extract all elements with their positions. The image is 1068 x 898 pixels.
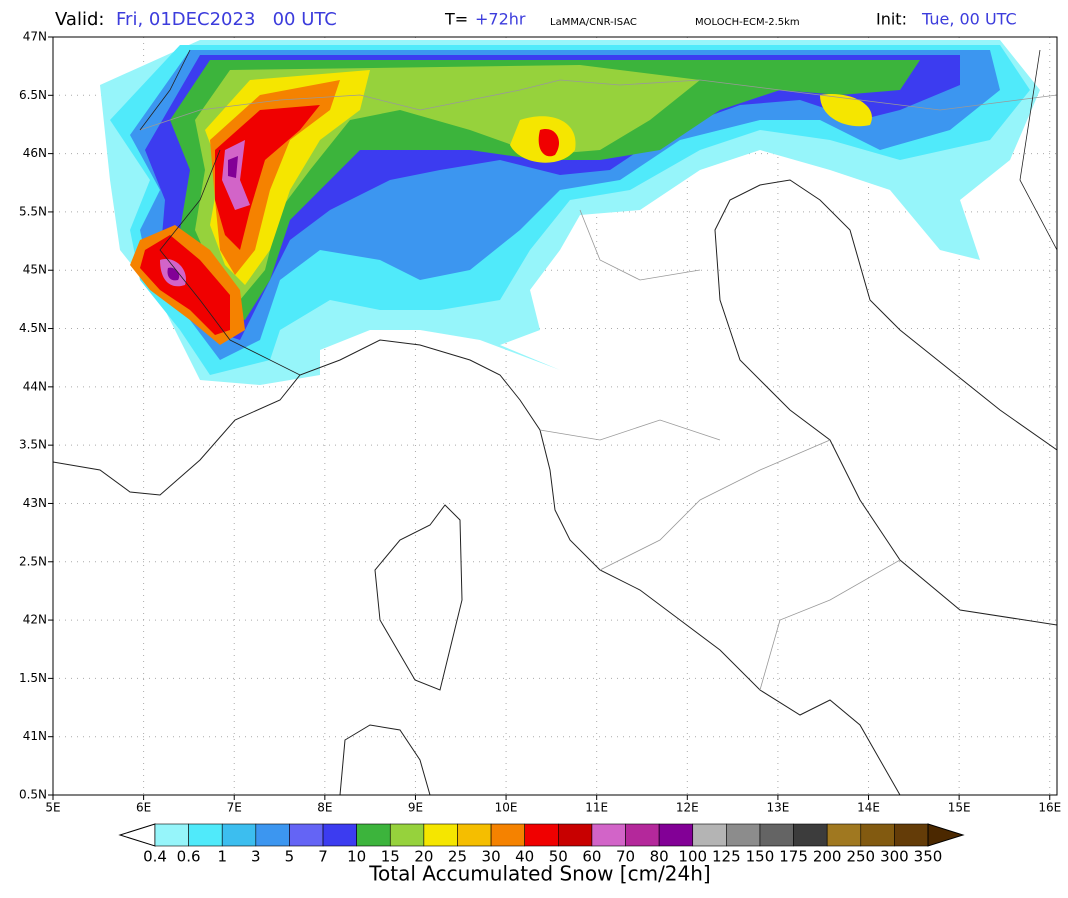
colorbar-label: 25	[448, 848, 467, 866]
y-tick-label: 2.5N	[19, 554, 47, 568]
colorbar-label: 50	[549, 848, 568, 866]
colorbar-label: 150	[746, 848, 775, 866]
colorbar-box	[826, 823, 862, 847]
colorbar-label: 250	[846, 848, 875, 866]
y-tick-label: 47N	[23, 30, 47, 44]
y-tick-label: 44N	[23, 379, 47, 393]
colorbar-box	[759, 823, 794, 847]
colorbar-over	[927, 823, 965, 847]
model-label: MOLOCH-ECM-2.5km	[695, 17, 800, 28]
snow-field	[100, 40, 1040, 385]
x-tick-label: 10E	[495, 801, 518, 815]
colorbar-box	[221, 823, 257, 847]
x-tick-label: 13E	[766, 801, 789, 815]
y-tick-label: 42N	[23, 613, 47, 627]
colorbar-label: 70	[616, 848, 635, 866]
colorbar-box	[389, 823, 425, 847]
x-tick-label: 9E	[408, 801, 423, 815]
y-tick-label: 46N	[23, 146, 47, 160]
colorbar-box	[524, 823, 559, 847]
colorbar-box	[289, 823, 324, 847]
x-tick-label: 6E	[136, 801, 151, 815]
colorbar-under	[118, 823, 156, 847]
lead-label: T=	[444, 10, 468, 29]
colorbar-label: 0.6	[177, 848, 201, 866]
x-tick-label: 8E	[317, 801, 332, 815]
colorbar-box	[457, 823, 492, 847]
colorbar-label: 175	[779, 848, 808, 866]
colorbar-title: Total Accumulated Snow [cm/24h]	[368, 862, 711, 886]
source-label: LaMMA/CNR-ISAC	[550, 17, 637, 28]
colorbar-box	[356, 823, 391, 847]
colorbar-box	[793, 823, 828, 847]
colorbar-label: 0.4	[143, 848, 167, 866]
colorbar-label: 20	[414, 848, 433, 866]
init-label: Init:	[876, 10, 907, 29]
colorbar-box	[423, 823, 458, 847]
colorbar-label: 15	[381, 848, 400, 866]
colorbar-box	[154, 823, 189, 847]
colorbar-box	[894, 823, 929, 847]
colorbar-box	[322, 823, 357, 847]
colorbar: 0.4 0.6 1 3 5 7 10 15 20 25 30 40 50 60 70 80 100 125 150 1…	[118, 823, 965, 866]
colorbar-box	[658, 823, 694, 847]
y-tick-label: 6.5N	[19, 88, 47, 102]
colorbar-box	[490, 823, 525, 847]
valid-label: Valid:	[55, 9, 104, 30]
lead-value: +72hr	[475, 10, 526, 29]
colorbar-box	[860, 823, 895, 847]
y-tick-label: 0.5N	[19, 788, 47, 802]
x-tick-label: 15E	[948, 801, 971, 815]
colorbar-box	[591, 823, 626, 847]
axes: 5E 6E 7E 8E 9E 10E 11E 12E 13E 14E 15E 16E 47N 6.5N 46…	[19, 30, 1061, 815]
colorbar-label: 300	[880, 848, 909, 866]
y-tick-label: 43N	[23, 496, 47, 510]
x-tick-label: 16E	[1038, 801, 1061, 815]
map-frame	[52, 36, 1058, 796]
y-tick-label: 41N	[23, 729, 47, 743]
y-tick-label: 45N	[23, 263, 47, 277]
x-tick-label: 12E	[676, 801, 699, 815]
colorbar-label: 60	[582, 848, 601, 866]
colorbar-box	[558, 823, 593, 847]
map-area	[53, 37, 1057, 795]
colorbar-label: 100	[678, 848, 707, 866]
colorbar-label: 1	[217, 848, 227, 866]
colorbar-label: 125	[712, 848, 741, 866]
colorbar-box	[692, 823, 727, 847]
colorbar-box	[625, 823, 660, 847]
y-tick-label: 3.5N	[19, 438, 47, 452]
valid-value: Fri, 01DEC2023 00 UTC	[116, 9, 337, 30]
x-tick-label: 7E	[227, 801, 242, 815]
x-tick-label: 14E	[857, 801, 880, 815]
colorbar-box	[188, 823, 223, 847]
colorbar-label: 7	[318, 848, 328, 866]
colorbar-label: 10	[347, 848, 366, 866]
colorbar-label: 80	[650, 848, 669, 866]
colorbar-label: 200	[813, 848, 842, 866]
colorbar-label: 3	[251, 848, 261, 866]
colorbar-box	[255, 823, 290, 847]
x-tick-label: 5E	[45, 801, 60, 815]
colorbar-label: 30	[482, 848, 501, 866]
colorbar-label: 350	[914, 848, 943, 866]
x-tick-label: 11E	[585, 801, 608, 815]
colorbar-label: 5	[285, 848, 295, 866]
init-value: Tue, 00 UTC	[921, 10, 1017, 29]
colorbar-box	[726, 823, 761, 847]
y-tick-label: 4.5N	[19, 321, 47, 335]
y-tick-label: 1.5N	[19, 671, 47, 685]
y-tick-label: 5.5N	[19, 204, 47, 218]
colorbar-label: 40	[515, 848, 534, 866]
